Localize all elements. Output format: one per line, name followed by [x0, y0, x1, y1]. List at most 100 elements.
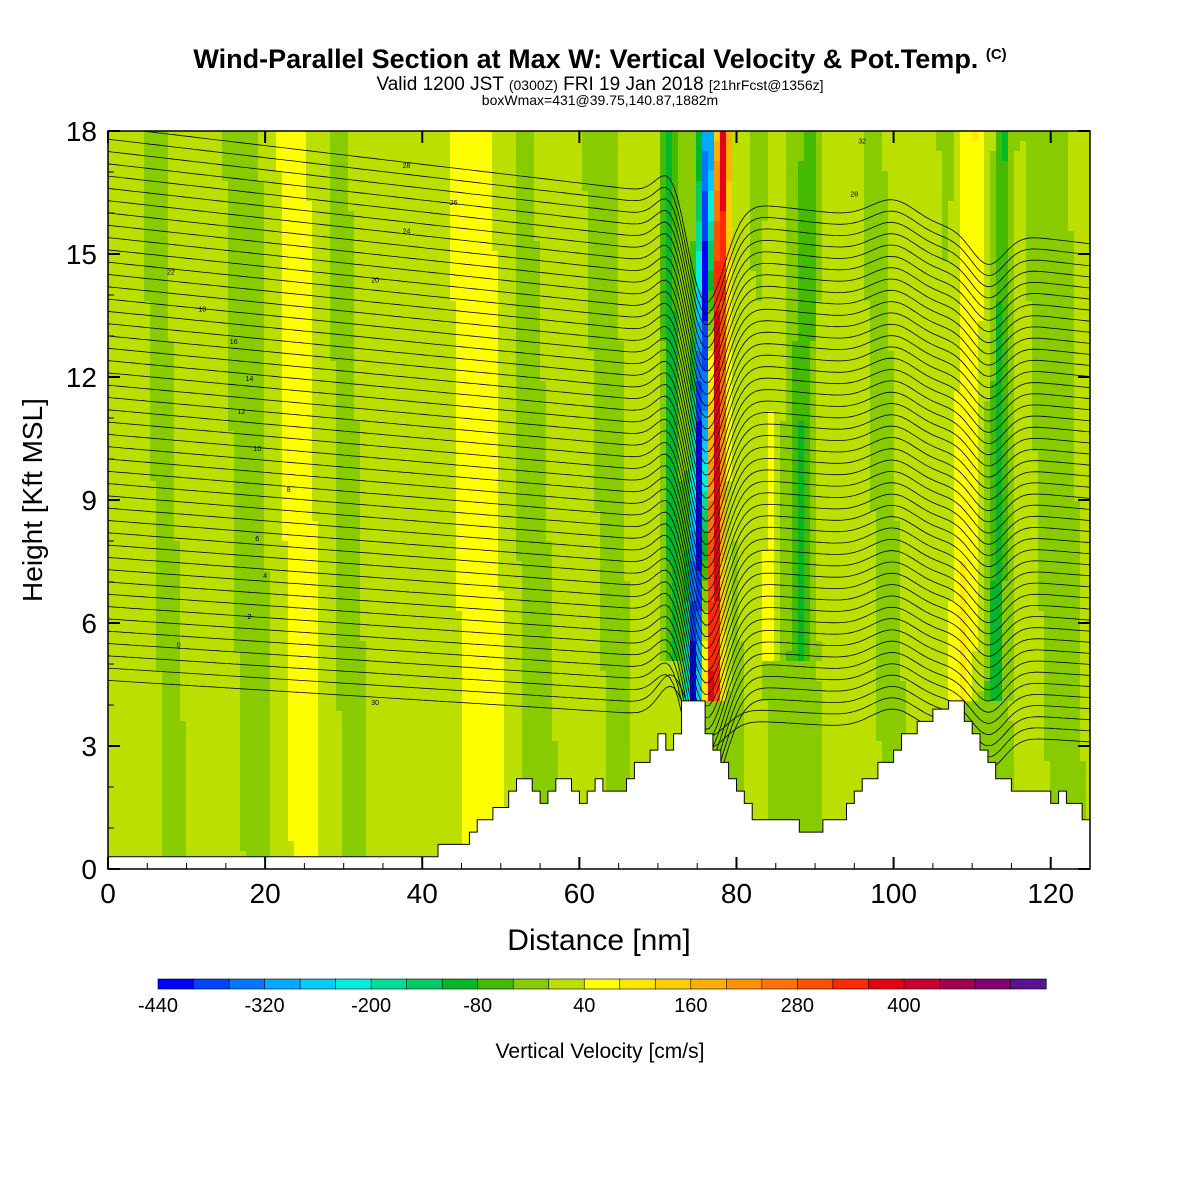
velocity-cell	[342, 611, 349, 622]
velocity-cell	[132, 741, 139, 752]
velocity-cell	[384, 791, 391, 802]
velocity-cell	[264, 421, 271, 432]
velocity-cell	[450, 711, 457, 722]
velocity-cell	[192, 511, 199, 522]
velocity-cell	[396, 731, 403, 742]
velocity-cell	[450, 291, 457, 302]
velocity-cell	[132, 581, 139, 592]
velocity-cell	[246, 251, 253, 262]
velocity-cell	[180, 331, 187, 342]
velocity-cell	[234, 531, 241, 542]
velocity-cell	[120, 771, 127, 782]
velocity-cell	[300, 631, 307, 642]
velocity-cell	[432, 631, 439, 642]
velocity-cell	[300, 381, 307, 392]
velocity-cell	[486, 521, 493, 532]
velocity-cell	[342, 751, 349, 762]
velocity-cell	[504, 461, 511, 472]
velocity-cell	[336, 481, 343, 492]
velocity-cell	[342, 211, 349, 222]
velocity-cell	[462, 371, 469, 382]
velocity-cell	[312, 211, 319, 222]
velocity-cell	[234, 511, 241, 522]
velocity-cell	[144, 581, 151, 592]
velocity-cell	[390, 271, 397, 282]
velocity-cell	[276, 631, 283, 642]
velocity-cell	[150, 341, 157, 352]
velocity-cell	[468, 481, 475, 492]
velocity-cell	[330, 731, 337, 742]
velocity-cell	[186, 731, 193, 742]
velocity-cell	[162, 281, 169, 292]
velocity-cell	[498, 651, 505, 662]
velocity-cell	[348, 411, 355, 422]
velocity-cell	[492, 501, 499, 512]
velocity-cell	[288, 521, 295, 532]
velocity-cell	[444, 291, 451, 302]
velocity-cell	[258, 721, 265, 732]
velocity-cell	[144, 561, 151, 572]
velocity-cell	[156, 491, 163, 502]
velocity-cell	[456, 251, 463, 262]
velocity-cell	[120, 151, 127, 162]
velocity-cell	[174, 261, 181, 272]
velocity-cell	[252, 601, 259, 612]
velocity-cell	[342, 171, 349, 182]
velocity-cell	[228, 151, 235, 162]
velocity-cell	[270, 171, 277, 182]
velocity-cell	[366, 291, 373, 302]
velocity-cell	[348, 231, 355, 242]
velocity-cell	[336, 431, 343, 442]
velocity-cell	[252, 311, 259, 322]
velocity-cell	[264, 581, 271, 592]
velocity-cell	[390, 341, 397, 352]
velocity-cell	[306, 651, 313, 662]
velocity-cell	[216, 541, 223, 552]
velocity-cell	[498, 141, 505, 152]
velocity-cell	[330, 811, 337, 822]
velocity-cell	[132, 391, 139, 402]
velocity-cell	[204, 781, 211, 792]
velocity-cell	[144, 191, 151, 202]
velocity-cell	[486, 731, 493, 742]
velocity-cell	[246, 451, 253, 462]
velocity-cell	[294, 721, 301, 732]
velocity-cell	[408, 701, 415, 712]
velocity-cell	[204, 271, 211, 282]
velocity-cell	[270, 691, 277, 702]
velocity-cell	[234, 651, 241, 662]
velocity-cell	[426, 551, 433, 562]
velocity-cell	[336, 371, 343, 382]
velocity-cell	[396, 641, 403, 652]
velocity-cell	[234, 221, 241, 232]
velocity-cell	[444, 451, 451, 462]
velocity-cell	[348, 461, 355, 472]
velocity-cell	[144, 571, 151, 582]
velocity-cell	[192, 531, 199, 542]
velocity-cell	[366, 251, 373, 262]
velocity-cell	[162, 321, 169, 332]
velocity-cell	[450, 201, 457, 212]
velocity-cell	[168, 801, 175, 812]
velocity-cell	[222, 491, 229, 502]
velocity-cell	[456, 391, 463, 402]
velocity-cell	[306, 771, 313, 782]
velocity-cell	[312, 771, 319, 782]
velocity-cell	[162, 401, 169, 412]
velocity-cell	[474, 131, 481, 142]
velocity-cell	[156, 761, 163, 772]
velocity-cell	[456, 501, 463, 512]
velocity-cell	[270, 581, 277, 592]
velocity-cell	[480, 751, 487, 762]
velocity-cell	[156, 731, 163, 742]
velocity-cell	[390, 221, 397, 232]
velocity-cell	[414, 201, 421, 212]
velocity-cell	[276, 421, 283, 432]
velocity-cell	[204, 441, 211, 452]
velocity-cell	[456, 751, 463, 762]
velocity-cell	[276, 281, 283, 292]
velocity-cell	[258, 331, 265, 342]
velocity-cell	[372, 391, 379, 402]
velocity-cell	[408, 251, 415, 262]
velocity-cell	[246, 741, 253, 752]
